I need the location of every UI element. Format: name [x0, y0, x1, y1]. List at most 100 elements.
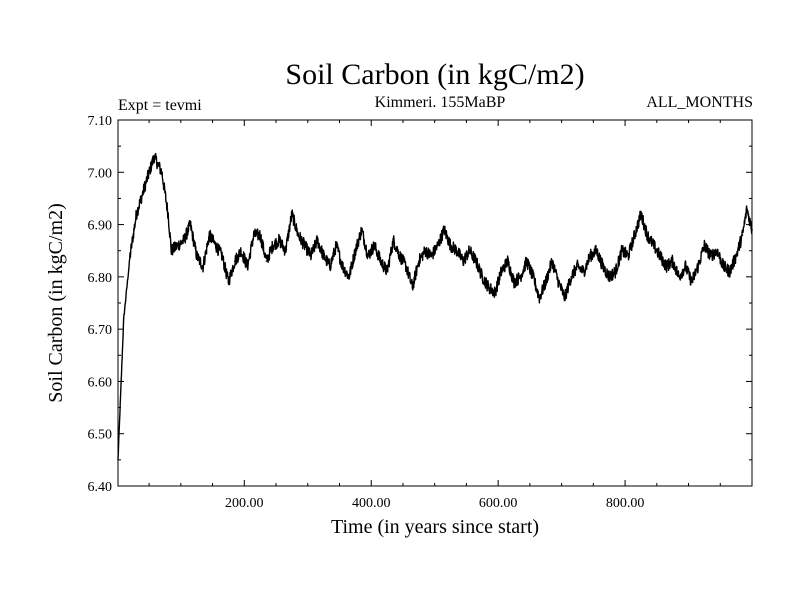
y-tick-label: 6.40 — [88, 480, 113, 495]
data-point — [646, 234, 649, 236]
y-tick-label: 7.10 — [88, 114, 113, 129]
data-point — [284, 249, 287, 252]
data-point — [272, 244, 274, 247]
data-point — [551, 260, 553, 262]
data-point — [246, 265, 249, 268]
data-point — [621, 249, 623, 252]
data-point — [322, 255, 325, 257]
data-point — [405, 265, 407, 268]
y-tick-label: 6.50 — [88, 428, 113, 443]
data-point — [430, 255, 433, 257]
data-point — [278, 239, 280, 242]
x-tick-label: 600.00 — [479, 496, 518, 511]
data-point — [678, 276, 680, 278]
data-point — [392, 239, 395, 242]
data-point — [411, 286, 414, 289]
data-point — [716, 249, 718, 252]
y-tick-label: 7.00 — [88, 166, 113, 181]
data-point — [195, 255, 198, 257]
series-line-noisy — [117, 152, 753, 460]
period-label: Kimmeri. 155MaBP — [375, 94, 506, 111]
data-point — [684, 265, 687, 268]
x-axis-label: Time (in years since start) — [331, 516, 539, 538]
data-point — [697, 265, 699, 268]
data-point — [481, 276, 484, 278]
data-point — [538, 296, 541, 299]
data-point — [513, 281, 515, 283]
data-point — [153, 155, 155, 158]
data-point — [709, 255, 712, 257]
data-point — [570, 276, 572, 278]
data-point — [462, 260, 465, 262]
x-tick-label: 400.00 — [352, 496, 391, 511]
data-point — [544, 281, 547, 283]
data-point — [189, 223, 192, 226]
experiment-label: Expt = tevmi — [118, 97, 202, 114]
x-tick-label: 800.00 — [606, 496, 645, 511]
data-point — [129, 255, 131, 257]
data-point — [221, 255, 223, 257]
data-point — [418, 260, 420, 262]
data-point — [595, 249, 598, 252]
data-point — [722, 265, 725, 268]
data-point — [329, 265, 331, 268]
y-tick-label: 6.80 — [88, 271, 113, 286]
plot-frame — [117, 119, 753, 487]
data-point — [240, 249, 242, 252]
y-tick-label: 6.70 — [88, 323, 113, 338]
data-point — [310, 255, 312, 257]
data-point — [253, 234, 255, 236]
data-point — [563, 296, 566, 299]
data-point — [576, 265, 579, 268]
data-point — [703, 244, 706, 247]
data-point — [627, 255, 630, 257]
data-point — [519, 276, 522, 278]
data-point — [557, 281, 560, 283]
data-point — [176, 244, 179, 247]
data-point — [227, 281, 230, 283]
data-point — [360, 229, 363, 231]
data-point — [170, 249, 173, 252]
data-point — [468, 249, 471, 252]
data-point — [122, 317, 125, 320]
data-point — [424, 249, 426, 252]
data-point — [233, 260, 236, 262]
data-point — [379, 260, 382, 262]
data-point — [589, 255, 591, 257]
data-point — [398, 255, 401, 257]
data-point — [183, 239, 185, 242]
chart-title: Soil Carbon (in kgC/m2) — [285, 58, 584, 91]
data-point — [659, 255, 661, 257]
data-point — [145, 181, 147, 184]
data-point — [373, 244, 376, 247]
data-point — [532, 276, 534, 278]
data-point — [456, 249, 458, 252]
data-point — [202, 265, 204, 268]
data-point — [367, 255, 369, 257]
data-point — [602, 265, 604, 268]
data-point — [525, 260, 528, 262]
data-point — [506, 260, 509, 262]
data-point — [386, 270, 388, 273]
data-point — [354, 249, 357, 252]
data-point — [671, 260, 674, 262]
data-point — [746, 208, 748, 210]
data-point — [135, 213, 138, 215]
data-point — [487, 286, 490, 289]
data-point — [652, 244, 655, 247]
months-label: ALL_MONTHS — [646, 94, 753, 111]
data-point — [690, 281, 693, 283]
data-point — [316, 239, 319, 242]
data-point — [608, 276, 611, 278]
data-point — [341, 265, 344, 268]
data-point — [633, 234, 636, 236]
data-point — [583, 270, 585, 273]
data-point — [640, 213, 642, 215]
data-point — [265, 260, 268, 262]
data-point — [494, 291, 496, 294]
data-point — [208, 234, 211, 236]
data-point — [449, 244, 452, 247]
y-axis-label: Soil Carbon (in kgC/m2) — [45, 203, 67, 402]
data-point — [475, 260, 477, 262]
